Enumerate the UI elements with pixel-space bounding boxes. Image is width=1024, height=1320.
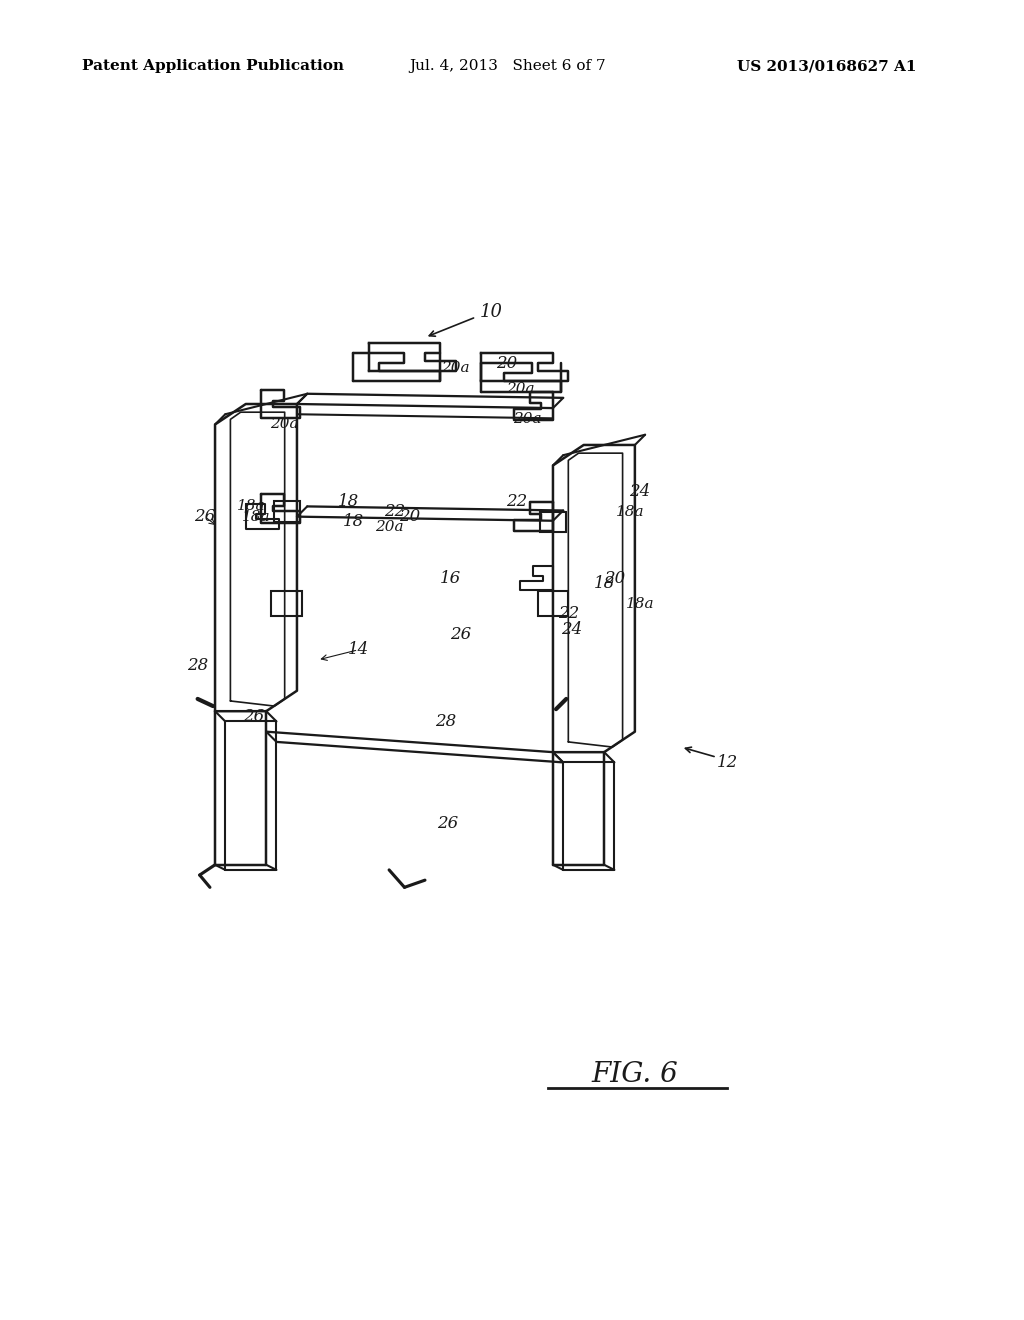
Text: Jul. 4, 2013   Sheet 6 of 7: Jul. 4, 2013 Sheet 6 of 7 bbox=[410, 59, 606, 74]
Text: 18: 18 bbox=[594, 574, 614, 591]
Text: 26: 26 bbox=[437, 816, 458, 833]
Text: 26: 26 bbox=[195, 508, 215, 525]
Bar bbox=[274, 502, 300, 521]
Text: 18: 18 bbox=[343, 513, 364, 531]
Text: 20a: 20a bbox=[441, 362, 470, 375]
Text: 26: 26 bbox=[451, 626, 471, 643]
Text: 20a: 20a bbox=[513, 412, 542, 426]
Text: 16: 16 bbox=[440, 570, 461, 586]
Text: 26: 26 bbox=[244, 708, 264, 725]
Text: 14: 14 bbox=[348, 642, 369, 659]
Text: 20a: 20a bbox=[270, 417, 299, 432]
Text: 20a: 20a bbox=[506, 381, 535, 396]
Text: 10: 10 bbox=[480, 302, 503, 321]
Text: 28: 28 bbox=[187, 656, 208, 673]
Text: 18a: 18a bbox=[237, 499, 265, 513]
Text: 20a: 20a bbox=[375, 520, 403, 533]
Text: 24: 24 bbox=[630, 483, 650, 499]
Text: 22: 22 bbox=[384, 503, 404, 520]
Text: FIG. 6: FIG. 6 bbox=[592, 1061, 678, 1088]
Text: 20: 20 bbox=[399, 508, 420, 525]
Text: 20: 20 bbox=[497, 355, 517, 371]
Text: 18a: 18a bbox=[615, 504, 644, 519]
Bar bbox=[541, 512, 566, 532]
Text: 22: 22 bbox=[558, 606, 579, 623]
Text: 12: 12 bbox=[717, 754, 737, 771]
Text: 24: 24 bbox=[561, 620, 582, 638]
Text: US 2013/0168627 A1: US 2013/0168627 A1 bbox=[737, 59, 916, 74]
Bar bbox=[271, 591, 302, 616]
Text: 20: 20 bbox=[604, 570, 625, 586]
Text: 18a: 18a bbox=[242, 510, 270, 524]
Text: 18a: 18a bbox=[626, 597, 654, 611]
Bar bbox=[538, 591, 568, 616]
Text: Patent Application Publication: Patent Application Publication bbox=[82, 59, 344, 74]
Text: 22: 22 bbox=[507, 492, 527, 510]
Text: 28: 28 bbox=[435, 713, 456, 730]
Text: 18: 18 bbox=[338, 492, 358, 510]
